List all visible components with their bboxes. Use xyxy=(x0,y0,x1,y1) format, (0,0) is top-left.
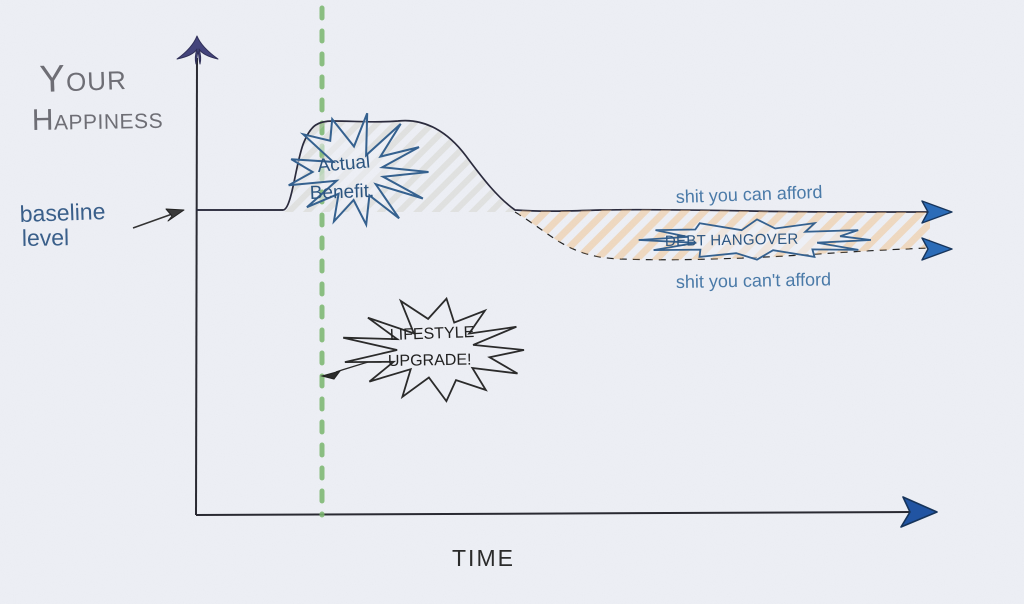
svg-text:baseline: baseline xyxy=(19,198,106,227)
svg-text:DEBT HANGOVER: DEBT HANGOVER xyxy=(665,231,799,250)
svg-text:TIME: TIME xyxy=(452,545,515,571)
svg-text:shit you can't afford: shit you can't afford xyxy=(676,269,832,292)
svg-text:UPGRADE!: UPGRADE! xyxy=(388,352,472,370)
svg-text:LIFESTYLE: LIFESTYLE xyxy=(390,324,475,344)
svg-text:level: level xyxy=(22,224,70,251)
svg-text:Benefit.: Benefit. xyxy=(309,181,374,204)
